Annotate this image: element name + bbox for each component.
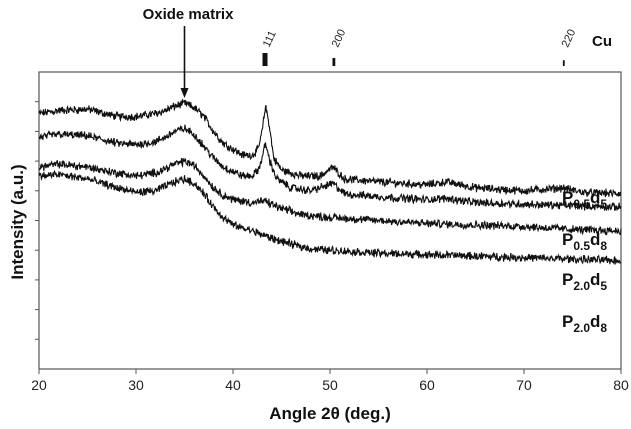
reference-label: Cu xyxy=(592,33,612,50)
x-tick-label: 70 xyxy=(516,377,532,393)
reference-peak-label: 200 xyxy=(330,28,349,50)
series-label-part: P xyxy=(562,230,573,249)
x-axis-title: Angle 2θ (deg.) xyxy=(269,404,391,423)
series-label-part: d xyxy=(590,230,600,249)
x-tick-label: 20 xyxy=(31,377,47,393)
series-line-P0.5d8 xyxy=(38,124,622,212)
series-line-P2.0d8 xyxy=(38,169,622,265)
series-label-P2.0d5: P2.0d5 xyxy=(562,270,607,293)
series-label-part: 2.0 xyxy=(573,321,590,335)
series-line-P2.0d5 xyxy=(38,157,622,236)
series-label-part: 5 xyxy=(600,197,607,211)
x-tick-label: 80 xyxy=(613,377,629,393)
series-line-P0.5d5 xyxy=(38,99,622,198)
reference-peak-label: 111 xyxy=(261,29,279,49)
reference-peak-marker xyxy=(262,53,268,66)
x-tick-label: 30 xyxy=(128,377,144,393)
series-label-part: 5 xyxy=(600,279,607,293)
reference-peak-marker xyxy=(332,57,336,66)
series-label-part: 2.0 xyxy=(573,279,590,293)
series-label-P2.0d8: P2.0d8 xyxy=(562,312,607,335)
series-label-part: d xyxy=(590,188,600,207)
series-label-part: P xyxy=(562,188,573,207)
x-tick-label: 60 xyxy=(419,377,435,393)
x-tick-label: 50 xyxy=(322,377,338,393)
series-label-part: P xyxy=(562,270,573,289)
oxide-matrix-annotation: Oxide matrix xyxy=(143,6,235,23)
reference-peak-label: 220 xyxy=(560,28,579,50)
series-label-part: d xyxy=(590,312,600,331)
series-label-part: d xyxy=(590,270,600,289)
reference-peak-marker xyxy=(562,60,565,66)
series-label-part: 0.5 xyxy=(573,239,590,253)
series-label-P0.5d5: P0.5d5 xyxy=(562,188,607,211)
x-tick-label: 40 xyxy=(225,377,241,393)
series-label-part: 0.5 xyxy=(573,197,590,211)
series-label-part: P xyxy=(562,312,573,331)
y-axis-title: Intensity (a.u.) xyxy=(8,164,27,279)
series-label-P0.5d8: P0.5d8 xyxy=(562,230,607,253)
oxide-matrix-arrowhead xyxy=(180,88,189,98)
series-label-part: 8 xyxy=(600,321,607,335)
series-label-part: 8 xyxy=(600,239,607,253)
